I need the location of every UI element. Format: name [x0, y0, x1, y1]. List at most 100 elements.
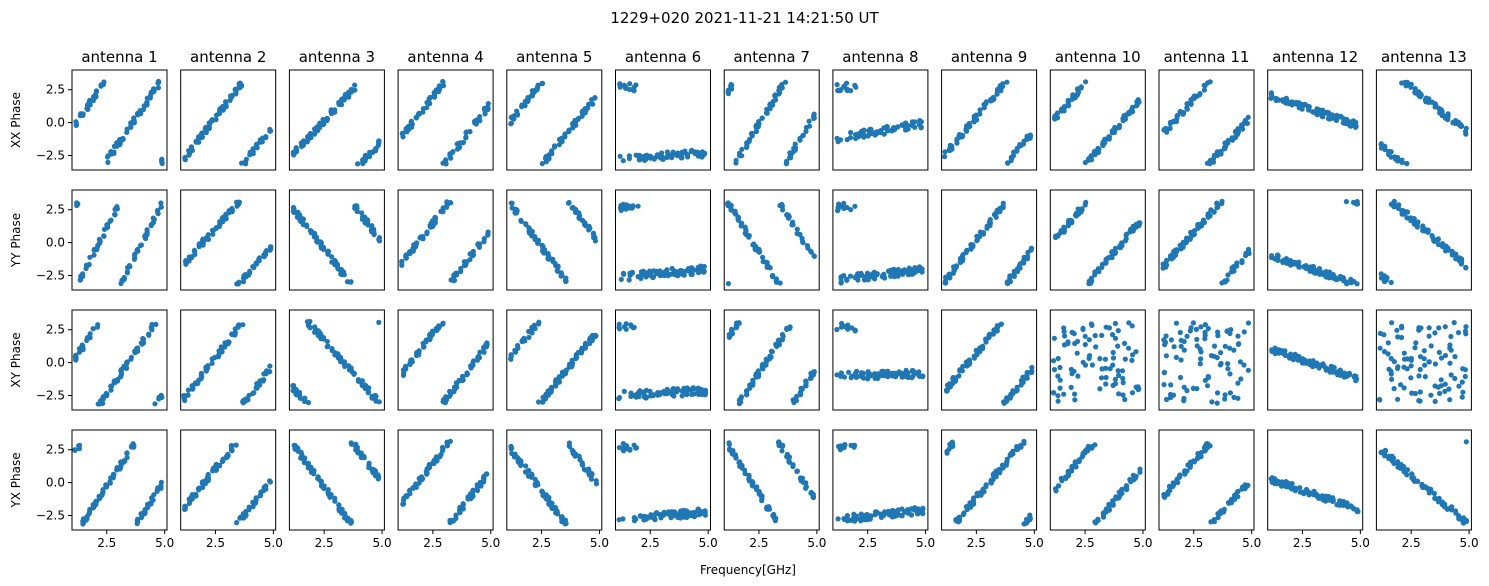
data-point — [205, 478, 211, 484]
data-point — [959, 253, 966, 259]
data-point — [460, 501, 466, 507]
y-tick-label: 2.5 — [46, 443, 65, 457]
data-point — [1456, 515, 1462, 522]
data-point — [427, 337, 433, 343]
panel-1-1: antenna 12.50.0−2.5XX Phase — [9, 48, 168, 171]
data-point — [1103, 381, 1109, 387]
y-tick-label: −2.5 — [36, 269, 65, 283]
panel-title: antenna 11 — [1164, 48, 1250, 66]
data-point — [1447, 342, 1453, 348]
data-point — [1197, 92, 1203, 98]
panel-1-5: antenna 5 — [506, 48, 603, 171]
data-point — [1116, 391, 1122, 397]
axes-frame — [1375, 189, 1472, 291]
data-point — [403, 493, 409, 499]
data-point — [307, 325, 313, 331]
data-point — [348, 440, 354, 446]
data-point — [1228, 327, 1234, 333]
data-point — [1115, 328, 1121, 334]
data-point — [1235, 494, 1241, 500]
data-point — [1093, 344, 1099, 350]
data-point — [1161, 382, 1167, 388]
axes-frame — [723, 69, 820, 171]
data-point — [1418, 325, 1424, 331]
panel-title: antenna 1 — [81, 48, 157, 66]
data-point — [220, 457, 226, 463]
panel-3-11 — [1158, 309, 1255, 411]
data-point — [1000, 81, 1006, 87]
data-point — [865, 277, 871, 283]
data-point — [548, 149, 555, 155]
panel-title: antenna 13 — [1381, 48, 1467, 66]
data-point — [905, 126, 911, 132]
data-point — [236, 199, 242, 205]
panel-title: antenna 2 — [190, 48, 266, 66]
data-point — [942, 280, 948, 286]
data-point — [959, 133, 965, 140]
data-point — [510, 114, 516, 120]
x-tick-label: 5.0 — [1242, 536, 1261, 550]
data-point — [753, 128, 760, 135]
data-point — [1390, 455, 1397, 461]
data-point — [1095, 149, 1102, 155]
data-point — [1268, 95, 1274, 101]
data-point — [259, 139, 265, 145]
data-point — [107, 218, 113, 224]
data-point — [834, 326, 840, 333]
data-point — [566, 440, 573, 446]
data-point — [1462, 373, 1468, 380]
data-point — [240, 322, 246, 328]
data-point — [1244, 120, 1250, 126]
data-point — [1024, 372, 1030, 378]
data-point — [111, 472, 117, 478]
data-point — [735, 216, 741, 222]
data-point — [702, 512, 709, 518]
data-point — [409, 124, 415, 130]
data-point — [1435, 241, 1442, 248]
data-point — [1163, 264, 1169, 270]
data-point — [470, 362, 476, 368]
data-point — [1112, 381, 1119, 387]
data-point — [476, 244, 482, 250]
data-point — [1110, 502, 1116, 508]
data-point — [891, 266, 897, 272]
data-point — [1391, 204, 1397, 210]
data-point — [153, 321, 159, 327]
data-point — [630, 203, 636, 209]
data-point — [158, 483, 164, 489]
data-point — [1028, 245, 1035, 251]
data-point — [242, 159, 249, 165]
x-tick-label: 2.5 — [858, 536, 877, 550]
data-point — [372, 468, 378, 474]
data-point — [193, 493, 199, 499]
data-point — [902, 269, 908, 275]
data-point — [416, 348, 422, 354]
data-point — [1211, 343, 1218, 349]
data-point — [539, 488, 545, 495]
data-point — [301, 396, 307, 402]
data-point — [470, 489, 476, 495]
data-point — [366, 460, 372, 466]
data-point — [95, 322, 101, 328]
data-point — [616, 445, 623, 451]
data-point — [128, 356, 134, 362]
data-point — [1426, 359, 1432, 365]
data-point — [768, 354, 774, 360]
panel-2-3 — [288, 189, 385, 291]
data-point — [263, 486, 269, 492]
data-point — [1055, 393, 1061, 399]
data-point — [359, 378, 365, 384]
data-point — [1129, 323, 1135, 329]
data-point — [1106, 325, 1112, 331]
data-point — [664, 267, 670, 273]
data-point — [803, 128, 809, 134]
data-point — [131, 256, 137, 262]
panel-3-6 — [615, 309, 711, 411]
data-point — [648, 512, 654, 518]
data-point — [304, 139, 310, 145]
data-point — [1382, 453, 1388, 459]
data-point — [1451, 320, 1457, 326]
data-point — [206, 125, 212, 132]
data-point — [1404, 209, 1411, 215]
data-point — [1053, 488, 1059, 494]
